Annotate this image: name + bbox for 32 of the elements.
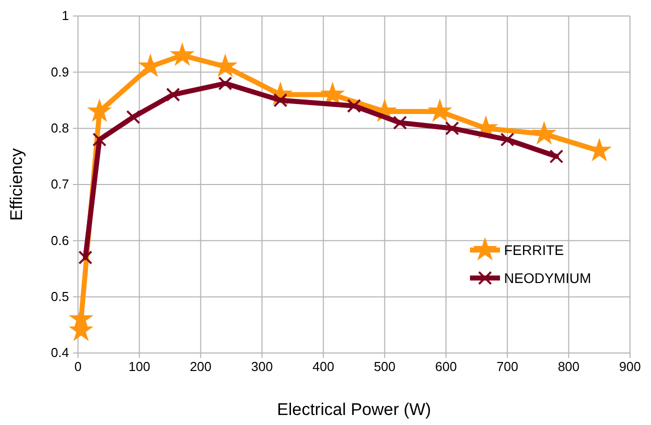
x-tick-label: 300: [251, 359, 273, 374]
y-tick-label: 0.5: [50, 288, 69, 304]
legend-label: NEODYMIUM: [504, 270, 592, 286]
x-tick-label: 0: [74, 359, 82, 374]
point: [78, 250, 92, 265]
point: [322, 84, 343, 104]
point: [500, 132, 514, 147]
y-axis-title: Efficiency: [7, 148, 26, 221]
y-tick-label: 1: [62, 8, 69, 24]
point: [393, 116, 407, 130]
point: [347, 98, 361, 113]
y-tick-label: 0.6: [50, 232, 69, 248]
y-tick-label: 0.9: [50, 64, 69, 80]
legend-label: FERRITE: [504, 242, 564, 258]
point: [218, 76, 232, 90]
y-tick-label: 0.8: [50, 120, 69, 136]
x-tick-label: 600: [435, 359, 457, 374]
x-tick-label: 400: [312, 359, 334, 374]
x-tick-label: 500: [374, 359, 396, 374]
x-tick-label: 100: [128, 359, 150, 374]
point: [445, 121, 460, 136]
y-tick-label: 0.4: [50, 345, 69, 360]
x-axis-title: Electrical Power (W): [277, 400, 431, 419]
y-tick-label: 0.7: [50, 176, 69, 192]
point: [166, 88, 180, 102]
point: [92, 132, 106, 147]
point: [549, 149, 564, 164]
x-tick-label: 700: [496, 359, 518, 374]
x-tick-label: 900: [619, 359, 641, 374]
x-tick-label: 200: [190, 359, 212, 374]
x-tick-label: 800: [558, 359, 580, 374]
point: [126, 110, 140, 124]
